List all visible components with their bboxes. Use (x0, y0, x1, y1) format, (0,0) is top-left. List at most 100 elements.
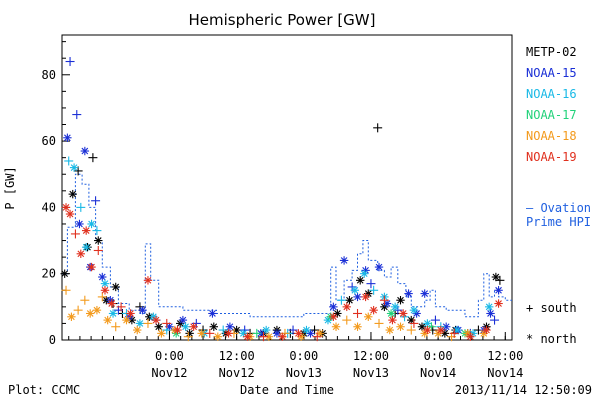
north-point (329, 302, 338, 312)
north-point (92, 305, 102, 315)
south-point (336, 295, 346, 305)
north-point (151, 315, 161, 325)
series-noaa-15 (63, 57, 503, 338)
north-point (353, 292, 362, 302)
north-point (133, 325, 142, 335)
north-point (135, 319, 145, 328)
south-point (70, 229, 80, 239)
north-point (466, 332, 475, 341)
x-tick-date: Nov14 (420, 366, 456, 380)
south-point (162, 318, 172, 328)
series-noaa-19 (61, 203, 503, 342)
north-point (81, 242, 91, 252)
north-point (329, 312, 338, 321)
south-point (97, 292, 107, 302)
south-point (430, 315, 440, 325)
series-noaa-18 (61, 285, 488, 342)
south-point (353, 308, 363, 318)
north-point (486, 309, 495, 318)
south-point (342, 315, 352, 325)
south-point (72, 110, 82, 120)
north-marker-label: * north (526, 332, 577, 346)
legend-item: NOAA-19 (526, 150, 577, 164)
south-point (64, 156, 74, 166)
north-point (86, 309, 95, 318)
south-point (93, 245, 103, 255)
north-point (272, 329, 282, 338)
x-tick-date: Nov14 (487, 366, 523, 380)
north-point (108, 309, 118, 318)
north-point (75, 219, 84, 229)
north-point (436, 325, 446, 335)
north-point (294, 329, 303, 338)
ovation-prime-hpi-line (62, 173, 512, 318)
north-point (225, 322, 235, 331)
plot-timestamp: 2013/11/14 12:50:09 (455, 383, 592, 397)
north-point (494, 299, 503, 308)
south-point (88, 153, 98, 163)
north-point (423, 325, 432, 335)
south-point (218, 325, 228, 335)
chart-title: Hemispheric Power [GW] (189, 11, 376, 29)
south-point (406, 325, 416, 335)
north-point (181, 322, 190, 331)
north-point (243, 332, 252, 341)
north-point (342, 302, 351, 312)
x-tick-date: Nov12 (219, 366, 255, 380)
north-point (111, 282, 120, 292)
south-point (252, 328, 262, 338)
south-point (374, 318, 384, 328)
north-point (278, 332, 287, 341)
north-point (369, 305, 378, 315)
south-point (490, 315, 500, 325)
north-point (388, 315, 397, 325)
south-point (91, 196, 101, 206)
north-point (154, 322, 163, 331)
north-point (69, 163, 79, 172)
north-point (374, 262, 384, 272)
y-tick-label: 60 (42, 134, 56, 148)
north-point (67, 312, 76, 321)
south-point (76, 202, 86, 212)
south-point (116, 302, 126, 312)
north-point (302, 325, 311, 335)
north-point (484, 302, 494, 312)
x-tick-time: 0:00 (289, 349, 318, 363)
y-tick-label: 40 (42, 200, 56, 214)
north-point (87, 262, 96, 272)
north-point (100, 286, 110, 295)
south-point (409, 318, 419, 328)
x-tick-date: Nov13 (353, 366, 389, 380)
x-tick-date: Nov12 (151, 366, 187, 380)
north-point (385, 325, 394, 335)
north-point (209, 322, 218, 331)
north-point (80, 146, 90, 156)
north-point (138, 305, 147, 315)
north-point (353, 322, 362, 331)
north-point (107, 299, 116, 308)
north-point (350, 286, 360, 295)
y-tick-label: 20 (42, 267, 56, 281)
x-tick-time: 12:00 (219, 349, 255, 363)
north-point (60, 269, 69, 278)
south-marker-label: + south (526, 301, 577, 315)
south-point (143, 318, 153, 328)
north-point (364, 312, 373, 321)
north-point (441, 322, 451, 331)
legend-item: METP-02 (526, 45, 577, 59)
y-tick-label: 80 (42, 68, 56, 82)
north-point (360, 269, 369, 278)
legend-item: NOAA-15 (526, 66, 577, 80)
north-point (197, 329, 206, 338)
x-axis-label: Date and Time (240, 383, 334, 397)
north-point (361, 292, 370, 302)
south-point (61, 285, 71, 295)
north-point (345, 296, 354, 305)
x-tick-time: 12:00 (353, 349, 389, 363)
north-point (87, 219, 96, 229)
north-point (143, 276, 153, 285)
north-point (61, 203, 71, 212)
south-point (449, 328, 459, 338)
legend: METP-02 NOAA-15 NOAA-16 NOAA-17 NOAA-18 NOAA-… (526, 45, 577, 164)
north-point (98, 272, 107, 282)
